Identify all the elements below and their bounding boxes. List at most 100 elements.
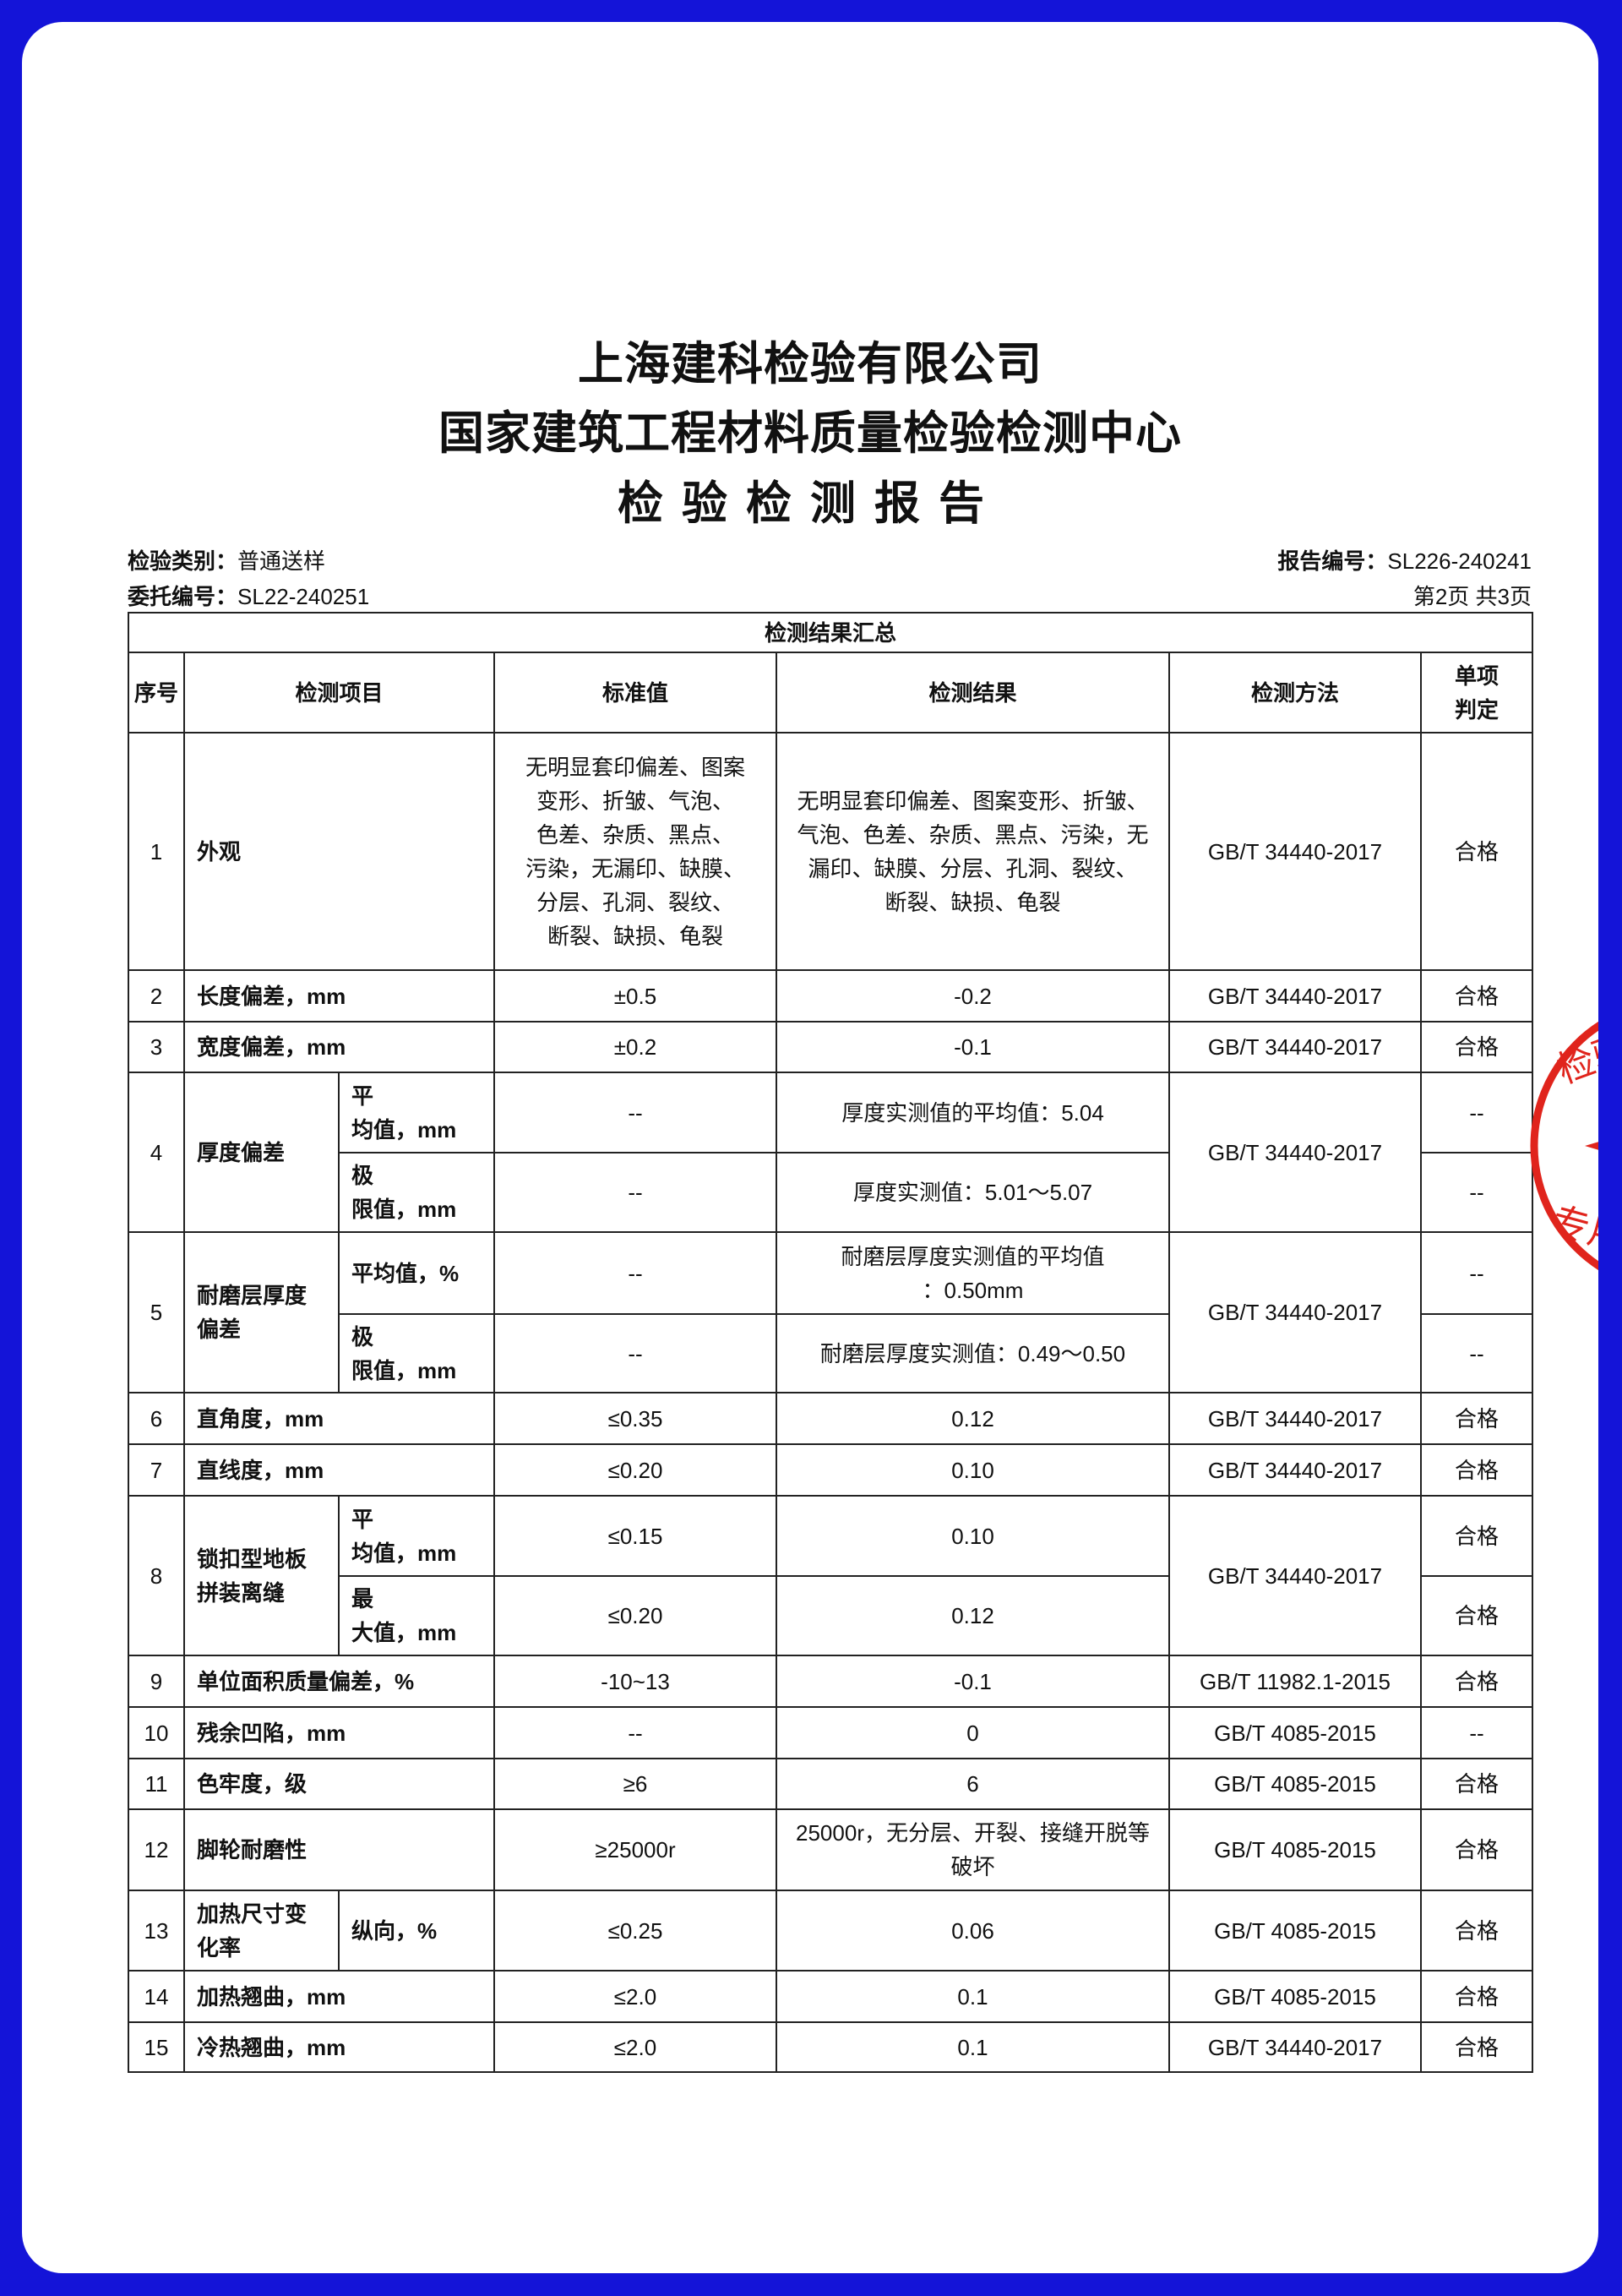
col-header-method: 检测方法 (1168, 652, 1422, 734)
verdict: 合格 (1419, 2021, 1534, 2073)
test-item: 加热翘曲，mm (183, 1970, 495, 2023)
test-item: 外观 (183, 732, 495, 971)
verdict: -- (1419, 1706, 1534, 1759)
entrust-value: SL22-240251 (237, 584, 370, 609)
test-result: 0.12 (776, 1575, 1170, 1656)
test-result: 无明显套印偏差、图案变形、折皱、 气泡、色差、杂质、黑点、污染，无 漏印、缺膜、… (776, 732, 1170, 971)
test-item: 锁扣型地板 拼装离缝 (183, 1495, 340, 1656)
center-name: 国家建筑工程材料质量检验检测中心 (438, 408, 1182, 459)
col-header-result: 检测结果 (776, 652, 1170, 734)
test-item: 加热尺寸变 化率 (183, 1890, 340, 1972)
test-sub-item: 最 大值，mm (338, 1575, 495, 1656)
test-result: 0.06 (776, 1890, 1170, 1972)
test-item: 长度偏差，mm (183, 969, 495, 1023)
table-row: 11 色牢度，级 ≥6 6 GB/T 4085-2015 合格 (128, 1758, 1534, 1810)
row-number: 13 (128, 1890, 185, 1972)
test-item: 单位面积质量偏差，% (183, 1655, 495, 1708)
table-caption: 检测结果汇总 (127, 612, 1534, 653)
verdict: 合格 (1419, 1808, 1534, 1891)
test-result: 厚度实测值的平均值：5.04 (776, 1072, 1170, 1153)
verdict: 合格 (1419, 732, 1534, 971)
row-number: 10 (128, 1706, 185, 1759)
standard-value: ≤0.15 (493, 1495, 777, 1577)
test-method: GB/T 4085-2015 (1168, 1890, 1422, 1972)
test-item: 宽度偏差，mm (183, 1021, 495, 1073)
standard-value: -- (493, 1706, 777, 1759)
col-header-no: 序号 (128, 652, 185, 734)
row-number: 8 (128, 1495, 185, 1656)
verdict: 合格 (1419, 1890, 1534, 1972)
test-result: 耐磨层厚度实测值：0.49～0.50 (776, 1313, 1170, 1393)
standard-value: ≤2.0 (493, 1970, 777, 2023)
standard-value: ≥6 (493, 1758, 777, 1810)
standard-value: ±0.5 (493, 969, 777, 1023)
test-result: -0.1 (776, 1021, 1170, 1073)
stamp-text-top: 检验 (1552, 1027, 1598, 1091)
test-result: 厚度实测值：5.01～5.07 (776, 1152, 1170, 1233)
table-row: 4 厚度偏差平 均值，mm -- 厚度实测值的平均值：5.04 GB/T 34440-2… (128, 1072, 1534, 1233)
test-result: -0.1 (776, 1655, 1170, 1708)
test-method: GB/T 4085-2015 (1168, 1808, 1422, 1891)
table-row: 极 限值，mm -- 厚度实测值：5.01～5.07 -- (128, 1152, 1534, 1233)
test-item: 耐磨层厚度 偏差 (183, 1231, 340, 1393)
test-method: GB/T 4085-2015 (1168, 1706, 1422, 1759)
table-header-row: 序号 检测项目 标准值 检测结果 检测方法 单项 判定 (128, 652, 1534, 734)
report-number: 报告编号：SL226-240241 (1277, 544, 1532, 575)
report-page: 上海建科检验有限公司 国家建筑工程材料质量检验检测中心 检验检测报告 检验类别：… (22, 22, 1598, 2273)
test-sub-item: 平 均值，mm (338, 1495, 495, 1577)
test-method: GB/T 4085-2015 (1168, 1758, 1422, 1810)
test-result: -0.2 (776, 969, 1170, 1023)
table-row: 最 大值，mm ≤0.20 0.12 合格 (128, 1575, 1534, 1656)
row-number: 6 (128, 1392, 185, 1445)
test-sub-item: 平 均值，mm (338, 1072, 495, 1153)
verdict: 合格 (1419, 1392, 1534, 1445)
stamp-text-bottom: 专用 (1548, 1200, 1598, 1259)
test-method: GB/T 34440-2017 (1168, 1495, 1422, 1656)
table-row: 7 直线度，mm ≤0.20 0.10 GB/T 34440-2017 合格 (128, 1443, 1534, 1497)
table-row: 12 脚轮耐磨性 ≥25000r 25000r，无分层、开裂、接缝开脱等 破坏 GB/T… (128, 1808, 1534, 1891)
test-result: 0 (776, 1706, 1170, 1759)
verdict: 合格 (1419, 1758, 1534, 1810)
table-row: 14 加热翘曲，mm ≤2.0 0.1 GB/T 4085-2015 合格 (128, 1970, 1534, 2023)
standard-value: 无明显套印偏差、图案 变形、折皱、气泡、 色差、杂质、黑点、 污染，无漏印、缺膜… (493, 732, 777, 971)
verdict: 合格 (1419, 1575, 1534, 1656)
report-no-label: 报告编号： (1277, 548, 1388, 574)
row-number: 5 (128, 1231, 185, 1393)
test-sub-item: 平均值，% (338, 1231, 495, 1315)
standard-value: -- (493, 1152, 777, 1233)
verdict: 合格 (1419, 1970, 1534, 2023)
category-label: 检验类别： (128, 548, 238, 574)
entrust-label: 委托编号： (128, 584, 238, 609)
table-row: 13 加热尺寸变 化率 纵向，% ≤0.25 0.06 GB/T 4085-2015 合格 (128, 1890, 1534, 1972)
verdict: 合格 (1419, 1655, 1534, 1708)
standard-value: ≤0.20 (493, 1443, 777, 1497)
test-item: 直角度，mm (183, 1392, 495, 1445)
test-sub-item: 极 限值，mm (338, 1313, 495, 1393)
col-header-verdict: 单项 判定 (1419, 652, 1534, 734)
verdict: 合格 (1419, 1495, 1534, 1577)
report-no-value: SL226-240241 (1387, 548, 1532, 574)
standard-value: ≥25000r (493, 1808, 777, 1891)
standard-value: ≤0.20 (493, 1575, 777, 1656)
verdict: -- (1419, 1231, 1534, 1315)
standard-value: -- (493, 1231, 777, 1315)
table-caption-row: 检测结果汇总 (127, 612, 1534, 653)
table-row: 8 锁扣型地板 拼装离缝平 均值，mm ≤0.15 0.10 GB/T 34440-20… (128, 1495, 1534, 1656)
test-result: 0.1 (776, 2021, 1170, 2073)
row-number: 7 (128, 1443, 185, 1497)
official-stamp: 检验 专用 (1530, 1022, 1598, 1270)
standard-value: ±0.2 (493, 1021, 777, 1073)
standard-value: ≤0.25 (493, 1890, 777, 1972)
test-method: GB/T 11982.1-2015 (1168, 1655, 1422, 1708)
stamp-star-icon (1585, 1142, 1598, 1150)
row-number: 4 (128, 1072, 185, 1233)
table-row: 1 外观 无明显套印偏差、图案 变形、折皱、气泡、 色差、杂质、黑点、 污染，无漏印… (128, 732, 1534, 971)
verdict: 合格 (1419, 1443, 1534, 1497)
test-item: 厚度偏差 (183, 1072, 340, 1233)
test-method: GB/T 34440-2017 (1168, 1021, 1422, 1073)
test-sub-item: 纵向，% (338, 1890, 495, 1972)
test-result: 25000r，无分层、开裂、接缝开脱等 破坏 (776, 1808, 1170, 1891)
row-number: 12 (128, 1808, 185, 1891)
table-row: 6 直角度，mm ≤0.35 0.12 GB/T 34440-2017 合格 (128, 1392, 1534, 1445)
test-result: 6 (776, 1758, 1170, 1810)
